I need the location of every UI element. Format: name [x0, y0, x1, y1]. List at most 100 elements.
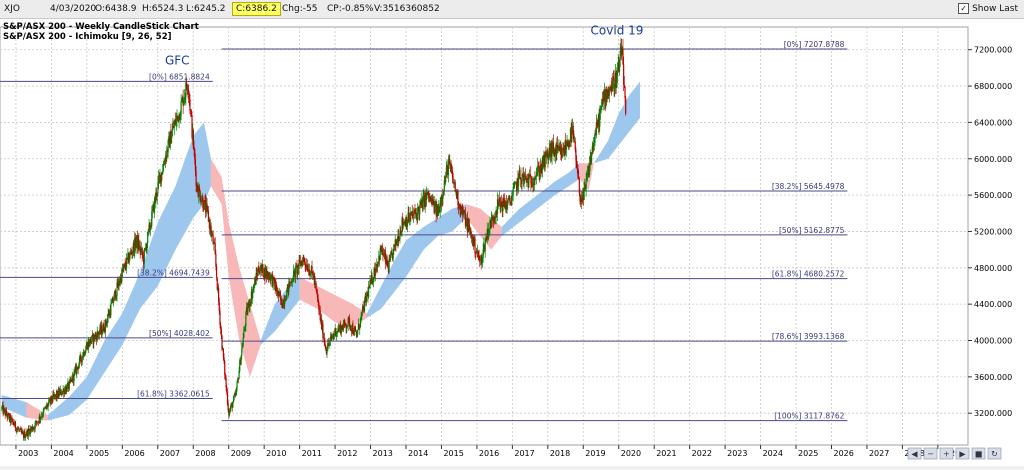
bullish-candle	[292, 280, 294, 282]
zoom-in-icon[interactable]: +	[943, 450, 950, 459]
bullish-candle	[310, 273, 312, 276]
bearish-candle	[33, 427, 36, 429]
bullish-candle	[490, 218, 492, 229]
bullish-candle	[448, 159, 450, 161]
bullish-candle	[552, 142, 554, 145]
bearish-candle	[284, 300, 287, 302]
bearish-candle	[222, 348, 224, 358]
bearish-candle	[299, 261, 302, 266]
scroll-left-icon[interactable]: ◀	[911, 450, 918, 459]
bearish-candle	[606, 89, 608, 99]
price-chart[interactable]: [0%] 6851.8824 [38.2%] 4694.7439 [50%] 402…	[0, 19, 1024, 466]
scroll-right-icon[interactable]: ▶	[959, 450, 966, 459]
bullish-candle	[183, 100, 185, 106]
scroll-right-icon[interactable]	[955, 447, 970, 460]
bullish-candle	[82, 351, 85, 357]
bearish-candle	[3, 408, 6, 410]
bullish-candle	[252, 286, 254, 291]
bearish-candle	[365, 295, 367, 302]
fit-icon[interactable]	[971, 447, 986, 460]
show-last-checkbox[interactable]: ✓	[958, 3, 970, 14]
bullish-candle	[423, 195, 425, 197]
bullish-candle	[569, 128, 572, 142]
bearish-candle	[575, 160, 578, 168]
bullish-candle	[70, 378, 72, 381]
bearish-candle	[604, 89, 606, 103]
bearish-candle	[492, 217, 494, 221]
bearish-candle	[530, 176, 532, 184]
bullish-candle	[113, 300, 115, 303]
bullish-candle	[257, 268, 259, 276]
bearish-candle	[254, 279, 257, 285]
bearish-candle	[142, 254, 144, 256]
bullish-candle	[440, 195, 443, 205]
bullish-candle	[203, 199, 205, 210]
bullish-candle	[351, 325, 353, 332]
bearish-candle	[510, 202, 512, 206]
bearish-candle	[301, 261, 303, 263]
chart-area[interactable]: S&P/ASX 200 - Weekly CandleStick Chart S…	[0, 19, 1024, 466]
bearish-candle	[325, 349, 327, 354]
bearish-candle	[203, 208, 205, 210]
bearish-candle	[607, 90, 609, 94]
bullish-candle	[7, 413, 9, 418]
change-percent-value: CP:-0.85%	[327, 4, 374, 14]
bearish-candle	[121, 269, 124, 272]
bearish-candle	[185, 82, 188, 89]
bullish-candle	[430, 198, 432, 201]
bullish-candle	[376, 263, 378, 271]
bullish-candle	[346, 325, 349, 328]
bullish-candle	[211, 233, 213, 235]
x-tick-label: 2008	[195, 449, 215, 458]
bearish-candle	[143, 255, 145, 264]
bearish-candle	[60, 389, 62, 395]
bearish-candle	[133, 243, 135, 253]
bearish-candle	[444, 180, 446, 183]
reset-icon[interactable]: ↻	[991, 450, 998, 459]
bearish-candle	[13, 424, 15, 426]
bullish-candle	[462, 210, 465, 216]
bearish-candle	[260, 265, 263, 270]
bullish-candle	[385, 256, 387, 264]
scroll-controls[interactable]: ◀ − + ▶ ■ ↻	[907, 447, 1002, 460]
bearish-candle	[220, 328, 222, 336]
bullish-candle	[528, 176, 530, 188]
bullish-candle	[404, 220, 406, 225]
bearish-candle	[45, 406, 47, 408]
bullish-candle	[323, 337, 325, 339]
reset-icon[interactable]	[987, 447, 1002, 460]
y-tick-label: 3600.000	[974, 373, 1012, 382]
zoom-out-icon[interactable]	[923, 447, 938, 460]
show-last-toggle[interactable]: ✓ Show Last	[958, 3, 1018, 14]
bearish-candle	[411, 211, 413, 216]
x-tick-label: 2015	[443, 449, 463, 458]
bullish-candle	[554, 148, 557, 156]
bearish-candle	[273, 277, 276, 284]
bullish-candle	[518, 170, 520, 174]
bullish-candle	[544, 152, 546, 168]
bullish-candle	[178, 113, 180, 122]
bearish-candle	[608, 93, 610, 97]
bearish-candle	[83, 351, 85, 356]
bullish-candle	[144, 248, 146, 250]
bearish-candle	[4, 409, 6, 416]
bullish-candle	[230, 405, 232, 410]
scroll-left-icon[interactable]	[907, 447, 922, 460]
bearish-candle	[318, 309, 321, 311]
bullish-candle	[506, 205, 508, 209]
bearish-candle	[497, 199, 499, 205]
fit-icon[interactable]: ■	[975, 450, 983, 459]
bullish-candle	[162, 164, 164, 171]
zoom-out-icon[interactable]: −	[927, 450, 934, 459]
bullish-candle	[455, 190, 457, 192]
bearish-candle	[447, 165, 449, 176]
bearish-candle	[552, 142, 555, 154]
bullish-candle	[512, 188, 514, 196]
bullish-candle	[43, 408, 45, 410]
bearish-candle	[145, 247, 147, 251]
bullish-candle	[289, 281, 291, 286]
bullish-candle	[377, 261, 379, 267]
bullish-candle	[286, 289, 288, 300]
zoom-in-icon[interactable]	[939, 447, 954, 460]
bullish-candle	[383, 253, 385, 256]
